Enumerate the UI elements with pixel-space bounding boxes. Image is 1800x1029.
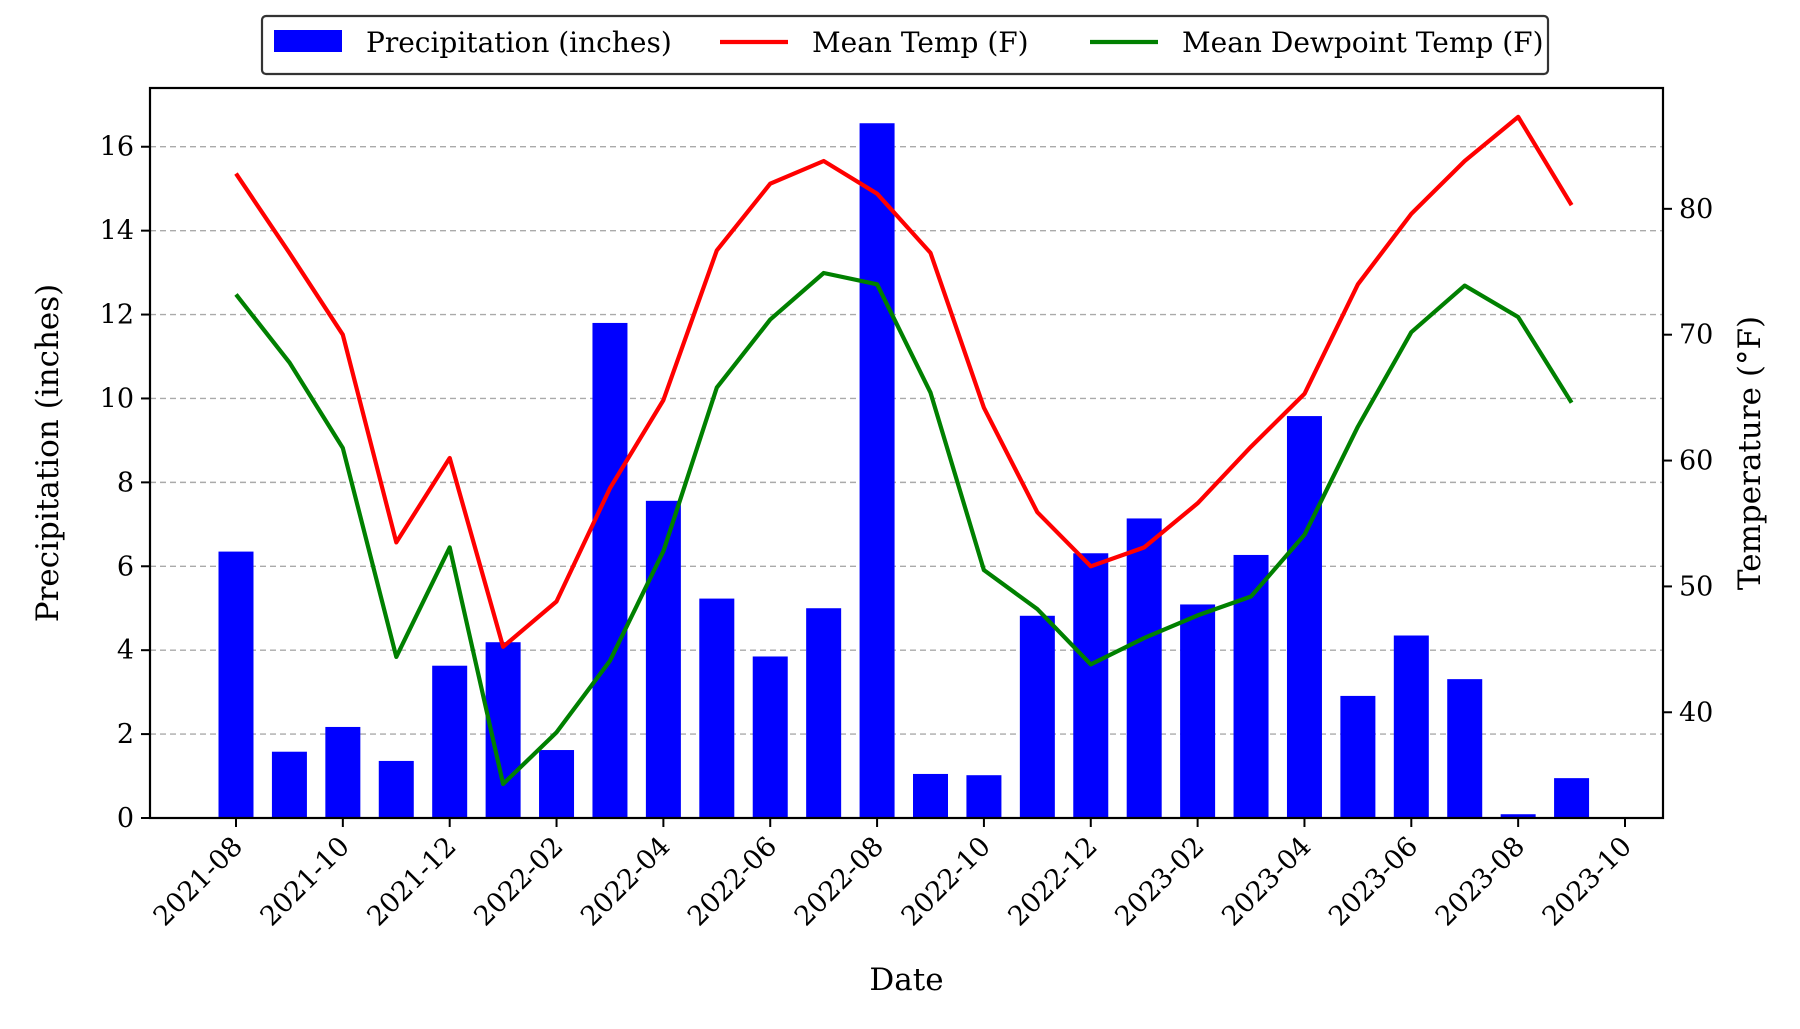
legend-label: Mean Dewpoint Temp (F) [1182,26,1544,59]
precipitation-bar [1126,518,1162,818]
x-tick-label: 2022-06 [682,831,783,932]
x-tick-label: 2022-08 [789,831,890,932]
y-tick-label: 0 [117,803,134,834]
y-tick-label: 4 [117,635,134,666]
precipitation-bar [1180,604,1216,818]
y-tick-label: 12 [100,300,134,331]
x-tick-label: 2023-04 [1216,831,1317,932]
y-tick-label: 8 [117,467,134,498]
precipitation-bar [1447,679,1483,818]
legend: Precipitation (inches) Mean Temp (F) Mean … [260,14,1550,76]
precipitation-bar [806,608,842,818]
temperature-lines [234,114,1574,787]
precipitation-bar [1393,635,1429,818]
y2-tick-label: 70 [1679,320,1713,351]
y-tick-label: 6 [117,551,134,582]
precipitation-bar [325,726,361,818]
x-tick-label: 2022-04 [575,831,676,932]
precipitation-bar [752,656,788,818]
x-axis-title: Date [869,962,943,998]
precipitation-bar [1286,416,1322,818]
precipitation-bar [859,123,895,818]
precipitation-bar [913,773,948,818]
y2-tick-label: 60 [1679,446,1713,477]
y-tick-label: 16 [100,132,134,163]
x-tick-label: 2022-12 [1002,831,1103,932]
x-tick-label: 2023-10 [1537,831,1638,932]
y-tick-label: 10 [100,383,134,414]
x-tick-label: 2021-12 [361,831,462,932]
y2-tick-label: 40 [1679,697,1713,728]
y2-tick-label: 80 [1679,194,1713,225]
y-axis-title-left: Precipitation (inches) [30,284,66,623]
legend-label: Precipitation (inches) [366,26,672,59]
y-axis-left: 0 2 4 6 8 10 12 14 16 [100,132,150,834]
precipitation-bar [432,665,468,818]
precipitation-bar [699,598,735,818]
y-axis-right: 40 50 60 70 80 [1663,194,1713,728]
precipitation-bar [271,751,307,818]
precipitation-bar [1019,615,1055,818]
precipitation-bar [378,760,414,818]
y-tick-label: 14 [100,216,134,247]
precipitation-bar [1554,778,1590,818]
legend-frame [260,14,1550,76]
gridlines [150,146,1663,735]
mean-temp-f-line [234,114,1574,649]
x-tick-label: 2023-02 [1109,831,1210,932]
y2-tick-label: 50 [1679,571,1713,602]
x-tick-label: 2021-10 [255,831,356,932]
legend-swatch [274,30,342,52]
precipitation-bar [1340,695,1376,818]
x-tick-label: 2023-08 [1430,831,1531,932]
mean-dewpoint-temp-f-line [234,270,1574,787]
precipitation-bars [218,123,1590,818]
legend-label: Mean Temp (F) [812,26,1029,59]
x-tick-label: 2022-02 [468,831,569,932]
x-tick-label: 2022-10 [896,831,997,932]
precipitation-bar [592,322,628,818]
precipitation-bar [539,750,575,818]
y-tick-label: 2 [117,719,134,750]
y-axis-title-right: Temperature (°F) [1732,316,1768,590]
plot-frame [148,86,1665,820]
precipitation-bar [966,775,1002,818]
precipitation-bar [1500,814,1536,818]
x-tick-label: 2023-06 [1323,831,1424,932]
precipitation-bar [218,551,254,818]
precipitation-bar [1073,553,1109,818]
x-tick-label: 2021-08 [148,831,249,932]
x-axis: 2021-08 2021-10 2021-12 2022-02 2022-04 2022-… [148,818,1638,932]
